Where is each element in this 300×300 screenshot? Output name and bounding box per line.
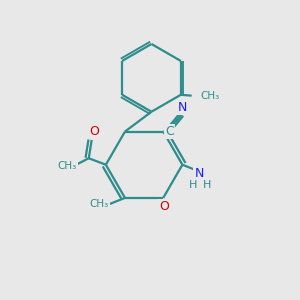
Text: O: O (159, 200, 169, 213)
Text: C: C (165, 125, 174, 138)
Text: H: H (203, 180, 212, 190)
Text: N: N (194, 167, 204, 180)
Text: N: N (178, 100, 187, 114)
Text: CH₃: CH₃ (90, 199, 109, 209)
Text: CH₃: CH₃ (200, 91, 220, 101)
Text: CH₃: CH₃ (58, 161, 77, 172)
Text: O: O (89, 125, 99, 138)
Text: H: H (188, 180, 197, 190)
